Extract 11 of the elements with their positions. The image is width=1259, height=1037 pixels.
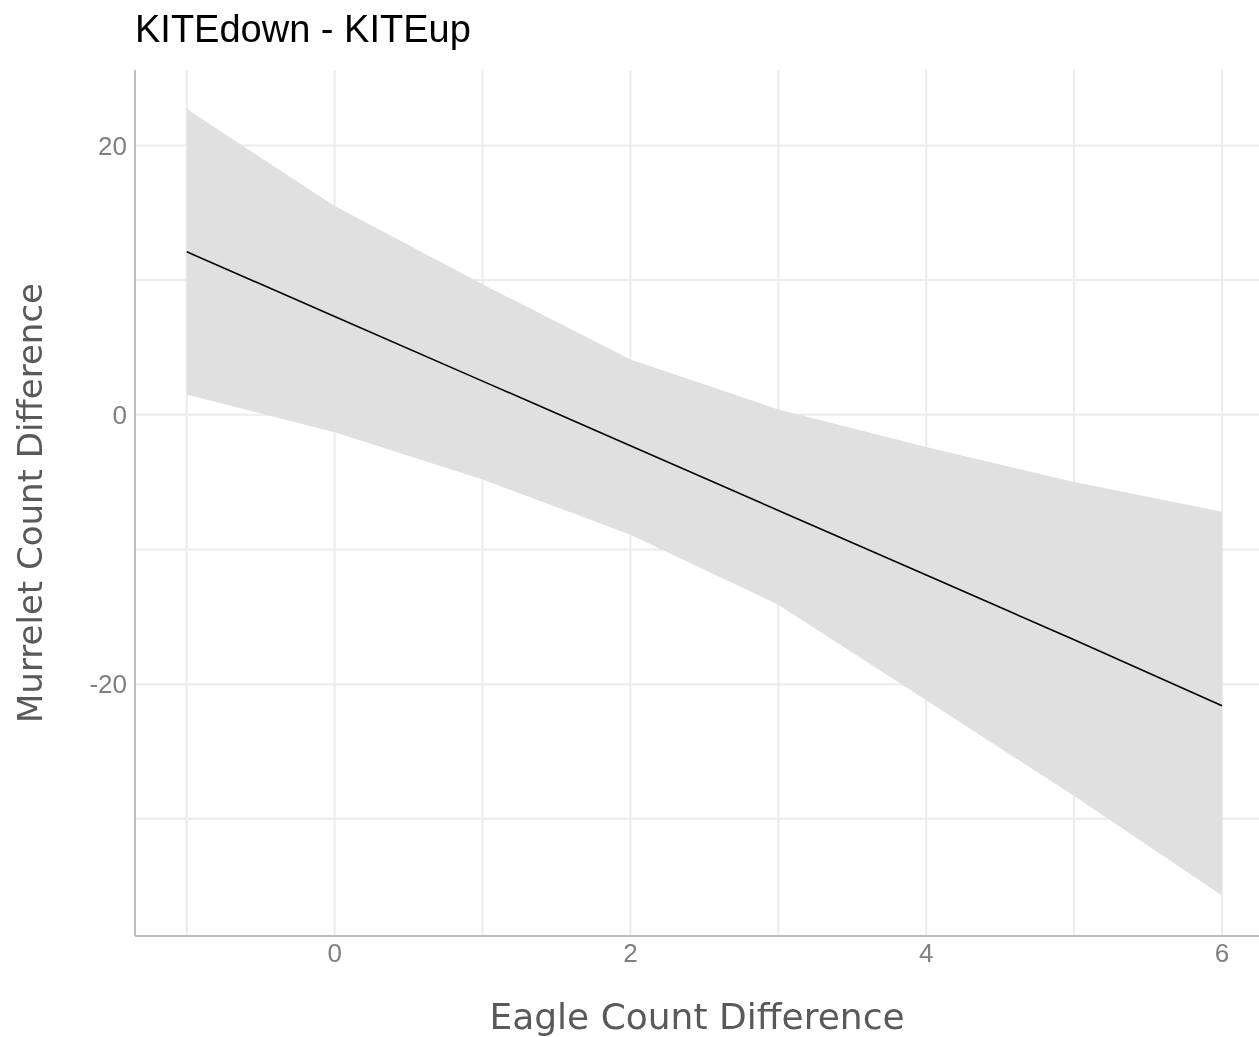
x-axis-title: Eagle Count Difference [489,996,905,1037]
x-tick-label: 2 [623,938,638,969]
x-tick-label: 0 [327,938,342,969]
x-tick-label: 6 [1214,938,1230,969]
y-tick-label: -20 [89,669,127,700]
y-tick-label: 20 [98,130,127,161]
x-tick-label: 4 [919,938,934,969]
chart-title: KITEdown - KITEup [135,8,471,51]
line-series [185,251,1223,707]
y-axis-title: Murrelet Count Difference [10,283,51,723]
y-tick-label: 0 [112,400,127,431]
